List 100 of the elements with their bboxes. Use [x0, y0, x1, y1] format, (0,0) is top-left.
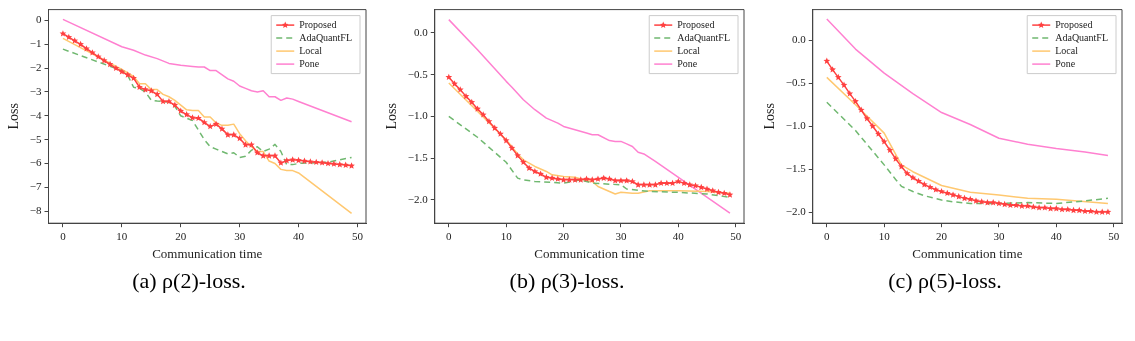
point — [100, 57, 108, 64]
point — [823, 57, 831, 64]
point — [594, 175, 602, 182]
point — [230, 131, 238, 138]
y-tick-label: −2.0 — [407, 192, 429, 205]
point — [289, 156, 296, 163]
point — [89, 49, 96, 56]
x-tick-label: 40 — [293, 229, 305, 242]
y-tick-label: 0 — [36, 13, 42, 26]
point — [177, 107, 185, 114]
legend-label: Proposed — [299, 18, 337, 30]
point — [863, 115, 871, 122]
x-tick-label: 20 — [558, 229, 570, 242]
point — [984, 199, 991, 206]
legend-label: AdaQuantFL — [299, 31, 353, 43]
point — [468, 98, 476, 106]
y-tick-label: −7 — [29, 180, 42, 193]
point — [955, 193, 963, 200]
point — [324, 159, 332, 167]
point — [921, 181, 928, 188]
point — [1012, 201, 1020, 209]
x-axis-title: Communication time — [534, 245, 645, 261]
legend-label: AdaQuantFL — [1055, 31, 1109, 43]
point — [715, 188, 722, 196]
text: (b) ρ(3)-loss. — [508, 268, 626, 294]
point — [94, 53, 102, 60]
point — [611, 177, 619, 184]
y-tick-label: −1.5 — [785, 162, 807, 175]
point — [77, 40, 84, 48]
point — [892, 155, 899, 162]
point — [548, 174, 556, 181]
point — [846, 90, 854, 97]
point — [1070, 206, 1077, 214]
point — [1064, 205, 1072, 213]
point — [508, 144, 516, 151]
point — [165, 98, 173, 105]
point — [142, 86, 149, 93]
point — [852, 97, 859, 105]
point — [277, 159, 285, 166]
point — [926, 183, 934, 190]
point — [657, 179, 665, 186]
x-tick-label: 30 — [615, 229, 627, 242]
point — [485, 117, 493, 125]
point — [640, 181, 648, 188]
point — [502, 137, 510, 144]
point — [445, 73, 453, 81]
legend-label: Pone — [299, 57, 320, 69]
point — [961, 194, 968, 202]
point — [124, 71, 132, 78]
x-tick-label: 50 — [351, 229, 364, 242]
x-tick-label: 50 — [730, 229, 742, 242]
point — [600, 174, 608, 181]
point — [869, 122, 877, 130]
y-tick-label: 0.0 — [792, 33, 807, 46]
point — [271, 152, 279, 159]
x-tick-label: 30 — [234, 229, 246, 242]
point — [336, 161, 344, 168]
x-tick-label: 40 — [1050, 229, 1063, 242]
y-axis-title: Loss — [762, 103, 778, 130]
point — [1087, 207, 1095, 215]
y-axis-title: Loss — [6, 103, 22, 130]
point — [634, 181, 642, 188]
point — [880, 138, 888, 145]
point — [565, 176, 573, 183]
y-tick-label: −6 — [29, 156, 42, 169]
point — [898, 163, 905, 170]
y-tick-label: −0.5 — [407, 67, 429, 80]
point — [520, 158, 527, 166]
point — [629, 177, 636, 185]
point — [623, 177, 630, 184]
y-tick-label: −1 — [29, 37, 42, 50]
point — [59, 30, 67, 37]
point — [171, 101, 179, 108]
point — [1041, 204, 1049, 211]
point — [224, 131, 232, 138]
line-series — [62, 48, 353, 166]
point — [189, 114, 196, 121]
point — [531, 167, 539, 175]
point — [674, 177, 682, 185]
legend-label: Local — [299, 44, 323, 56]
point — [112, 64, 120, 72]
x-tick-label: 0 — [446, 229, 453, 242]
point — [829, 66, 836, 73]
x-tick-label: 10 — [878, 229, 891, 242]
legend-label: Local — [1055, 44, 1079, 56]
point — [1052, 205, 1060, 212]
point — [514, 152, 521, 159]
point — [938, 187, 945, 195]
point — [236, 134, 243, 142]
point — [265, 152, 273, 159]
point — [1001, 200, 1008, 208]
point — [106, 60, 114, 68]
point — [183, 111, 190, 118]
point — [932, 186, 940, 193]
point — [1081, 207, 1089, 215]
point — [571, 176, 579, 183]
legend-label: AdaQuantFL — [677, 31, 731, 43]
point — [1058, 205, 1066, 213]
y-tick-label: −3 — [29, 84, 42, 97]
point — [525, 164, 533, 171]
